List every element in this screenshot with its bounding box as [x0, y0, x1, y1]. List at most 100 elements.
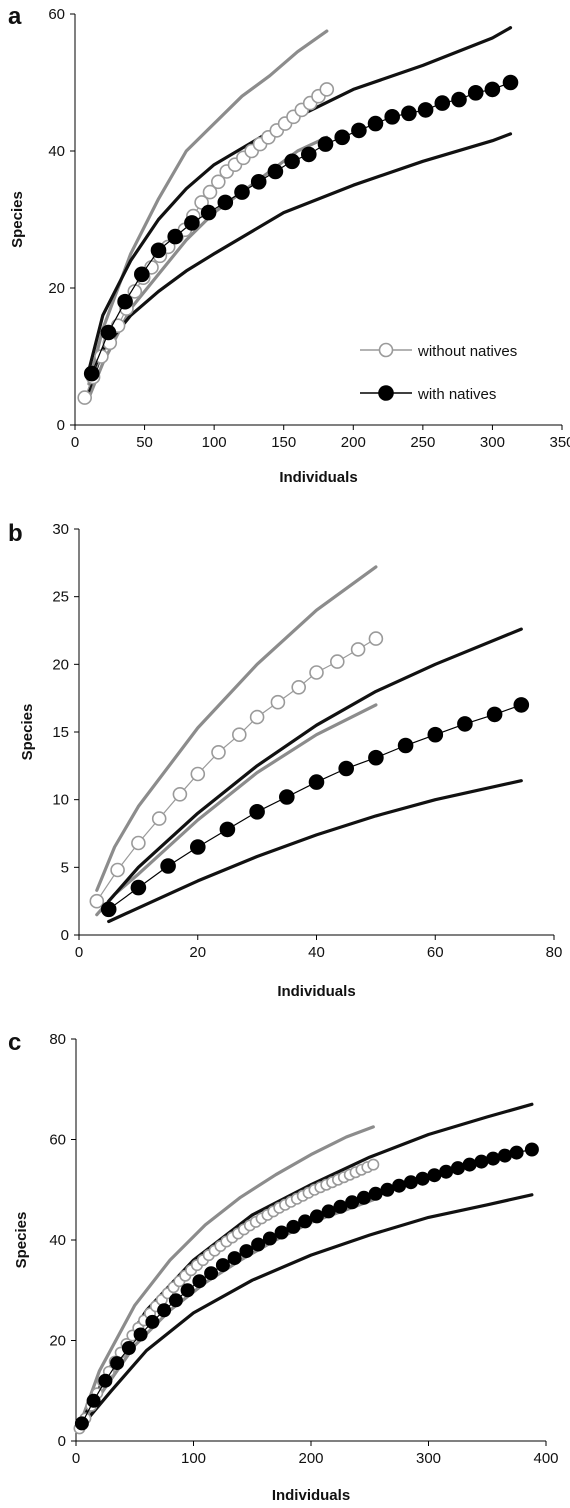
x-tick-label: 0: [72, 1450, 80, 1467]
data-point: [427, 1168, 442, 1183]
data-point: [321, 1204, 336, 1219]
ci-upper-without-natives: [95, 565, 378, 892]
data-point: [462, 1157, 477, 1172]
data-point: [392, 1178, 407, 1193]
y-tick-label: 40: [49, 1232, 66, 1249]
data-point: [157, 1303, 172, 1318]
data-point: [200, 204, 217, 221]
data-point: [98, 1373, 113, 1388]
data-point: [117, 293, 133, 310]
data-point: [86, 1393, 101, 1408]
data-point: [83, 365, 100, 382]
data-point: [513, 697, 530, 713]
x-tick-label: 0: [71, 434, 79, 451]
data-point: [194, 195, 209, 210]
panel-b: b 0 20 40 60 80 0 5 10 15 20 25 30 Individuals Species: [8, 520, 562, 1000]
data-point: [319, 82, 335, 97]
data-point: [497, 1148, 512, 1163]
y-tick-label: 20: [49, 1333, 66, 1350]
data-point: [474, 1154, 489, 1169]
data-point: [350, 642, 366, 657]
x-tick-label: 200: [341, 434, 366, 451]
data-point: [100, 324, 117, 341]
data-point: [417, 102, 434, 118]
data-point: [249, 709, 265, 725]
x-tick-label: 60: [427, 944, 444, 961]
series-without-natives: [73, 1158, 380, 1435]
data-point: [172, 786, 188, 802]
data-point: [190, 766, 206, 782]
data-point: [267, 163, 284, 180]
x-tick-label: 80: [546, 944, 563, 961]
data-point: [202, 184, 218, 200]
y-tick-label: 60: [48, 6, 65, 23]
ci-upper-without-natives: [77, 1125, 375, 1428]
data-point: [150, 242, 167, 259]
x-axis-label: Individuals: [277, 983, 355, 1000]
data-point: [351, 122, 367, 139]
y-tick-label: 30: [52, 521, 69, 538]
ci-upper-with-natives: [107, 627, 523, 903]
series-line: [84, 88, 328, 398]
data-point: [100, 901, 117, 918]
y-tick-label: 15: [52, 724, 69, 741]
data-point: [434, 95, 451, 111]
data-point: [274, 1225, 289, 1240]
data-point: [110, 862, 125, 878]
ci-lower-with-natives: [80, 1193, 534, 1428]
y-tick-label: 60: [49, 1132, 66, 1149]
y-tick-label: 5: [61, 859, 69, 876]
data-point: [345, 1195, 360, 1210]
data-point: [486, 1151, 501, 1166]
data-point: [524, 1142, 539, 1157]
x-tick-label: 200: [298, 1450, 323, 1467]
data-point: [317, 136, 334, 152]
data-point: [380, 1182, 395, 1197]
data-point: [130, 879, 147, 896]
ci-upper-with-natives: [80, 1102, 534, 1423]
data-point: [215, 1258, 230, 1273]
x-tick-label: 300: [480, 434, 505, 451]
data-point: [184, 215, 200, 231]
data-point: [121, 1341, 136, 1356]
data-point: [227, 1251, 242, 1266]
data-point: [232, 727, 247, 743]
data-point: [309, 1209, 324, 1224]
data-point: [368, 749, 384, 766]
y-tick-label: 0: [58, 1433, 66, 1450]
x-tick-label: 300: [416, 1450, 441, 1467]
x-axis-label: Individuals: [279, 469, 357, 486]
data-point: [467, 85, 484, 101]
data-point: [160, 858, 176, 874]
y-axis-label: Species: [9, 191, 26, 248]
data-point: [110, 1356, 125, 1371]
data-point: [333, 1199, 348, 1214]
data-point: [450, 1161, 465, 1176]
data-point: [486, 706, 503, 723]
panel-c: c 0 100 200 300 400 0 20 40 60 80 Individuals Specie…: [8, 1029, 559, 1504]
legend-marker-with: [378, 385, 394, 401]
series-without-natives: [89, 631, 384, 909]
y-tick-label: 40: [48, 143, 65, 160]
x-tick-label: 100: [181, 1450, 206, 1467]
data-point: [249, 803, 265, 820]
data-point: [134, 266, 150, 283]
data-point: [403, 1175, 418, 1190]
y-tick-label: 0: [61, 927, 69, 944]
data-point: [145, 1314, 160, 1329]
data-point: [367, 1158, 380, 1171]
y-tick-label: 20: [52, 656, 69, 673]
data-point: [484, 81, 501, 98]
x-tick-label: 40: [308, 944, 325, 961]
data-point: [168, 1293, 183, 1308]
ci-lower-without-natives: [87, 135, 329, 400]
data-point: [286, 1219, 301, 1234]
data-point: [451, 91, 467, 108]
y-tick-label: 20: [48, 280, 65, 297]
data-point: [338, 760, 355, 777]
x-tick-label: 50: [136, 434, 153, 451]
series-line: [78, 1164, 374, 1429]
ci-lower-with-natives: [107, 779, 523, 924]
data-point: [239, 1244, 254, 1259]
